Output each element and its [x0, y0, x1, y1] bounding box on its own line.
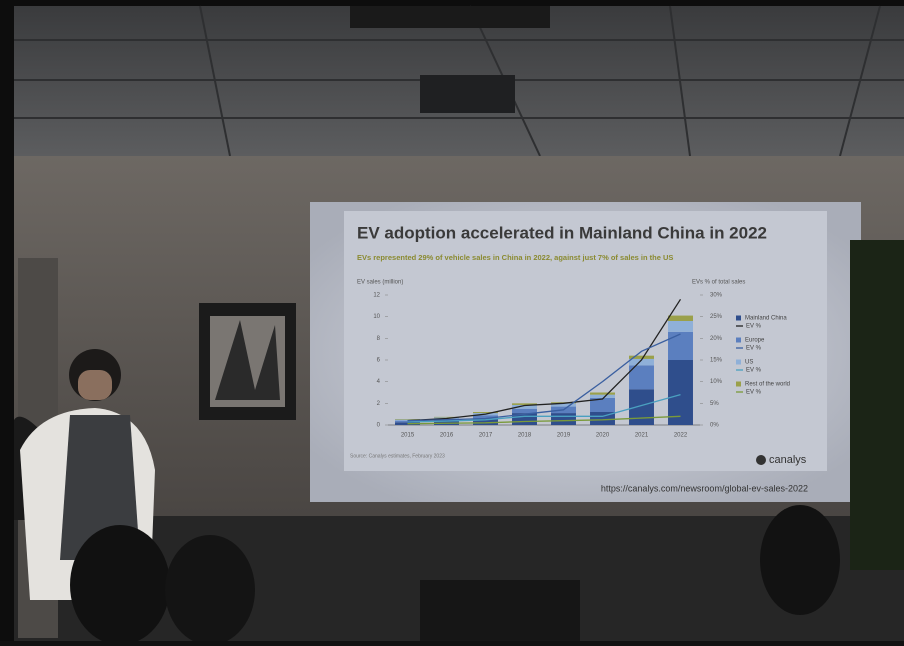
- bar: [590, 393, 615, 395]
- y-tick-label: 10: [373, 314, 380, 320]
- bar: [668, 332, 693, 360]
- y2-axis-label: EVs % of total sales: [692, 280, 745, 286]
- legend-label: EV %: [746, 390, 762, 396]
- bar: [668, 360, 693, 425]
- bar: [395, 419, 420, 420]
- x-tick-label: 2017: [479, 433, 493, 439]
- bar: [590, 395, 615, 398]
- chairs: [420, 580, 580, 641]
- y2-tick-label: 15%: [710, 358, 723, 364]
- bar: [668, 321, 693, 332]
- x-tick-label: 2015: [401, 433, 415, 439]
- legend-swatch: [736, 338, 741, 343]
- ceiling-vent: [420, 75, 515, 113]
- bar: [512, 409, 537, 413]
- legend-label: Rest of the world: [745, 382, 790, 388]
- y-axis-label: EV sales (million): [357, 280, 403, 286]
- x-tick-label: 2021: [635, 433, 649, 439]
- x-tick-label: 2016: [440, 433, 454, 439]
- legend-label: Mainland China: [745, 316, 787, 322]
- x-tick-label: 2022: [674, 433, 688, 439]
- url: https://canalys.com/newsroom/global-ev-s…: [601, 483, 808, 493]
- y2-tick-label: 10%: [710, 379, 723, 385]
- source-note: Source: Canalys estimates, February 2023: [350, 453, 445, 459]
- logo-icon: [756, 455, 766, 465]
- legend-swatch: [736, 382, 741, 387]
- y2-tick-label: 0%: [710, 423, 719, 429]
- y2-tick-label: 5%: [710, 401, 719, 407]
- x-tick-label: 2020: [596, 433, 610, 439]
- y2-tick-label: 20%: [710, 336, 723, 342]
- legend-label: EV %: [746, 368, 762, 374]
- legend-label: US: [745, 360, 753, 366]
- photo: EV adoption accelerated in Mainland Chin…: [0, 0, 904, 641]
- projector-mount: [350, 6, 550, 28]
- bar: [668, 316, 693, 321]
- legend-label: Europe: [745, 338, 765, 344]
- bar: [551, 413, 576, 425]
- legend-label: EV %: [746, 346, 762, 352]
- y2-tick-label: 25%: [710, 314, 723, 320]
- speaker-face: [78, 370, 112, 400]
- y2-tick-label: 30%: [710, 293, 723, 299]
- legend-swatch: [736, 316, 741, 321]
- plant: [850, 240, 904, 570]
- bar: [629, 389, 654, 425]
- audience-head: [760, 505, 840, 615]
- slide-title: EV adoption accelerated in Mainland Chin…: [357, 223, 767, 242]
- x-tick-label: 2018: [518, 433, 532, 439]
- audience-head: [70, 525, 170, 641]
- x-tick-label: 2019: [557, 433, 571, 439]
- legend-label: EV %: [746, 324, 762, 330]
- audience-head: [165, 535, 255, 641]
- slide-subtitle: EVs represented 29% of vehicle sales in …: [357, 253, 673, 262]
- legend-swatch: [736, 360, 741, 365]
- logo: canalys: [769, 454, 807, 466]
- y-tick-label: 12: [373, 293, 380, 299]
- page: EV adoption accelerated in Mainland Chin…: [0, 0, 904, 641]
